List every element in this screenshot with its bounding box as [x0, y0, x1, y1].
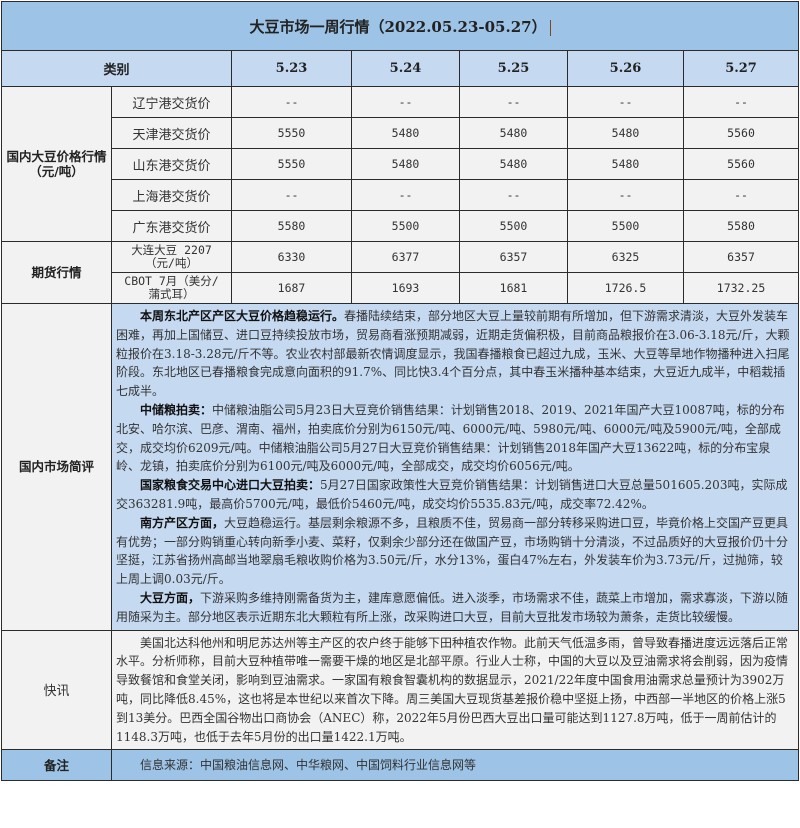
paragraph-body: 下游采购多维持刚需备货为主，建库意愿偏低。进入淡季，市场需求不佳，蔬菜上市增加，…: [116, 590, 789, 624]
price-cell: 1681: [459, 272, 568, 304]
news-label: 快讯: [1, 629, 112, 751]
domestic-group-label: 国内大豆价格行情（元/吨）: [1, 86, 112, 242]
price-cell: 5550: [231, 117, 352, 149]
price-cell: 5580: [231, 210, 352, 242]
row-name: CBOT 7月（美分/蒲式耳）: [111, 272, 232, 304]
price-cell: 5500: [567, 210, 684, 242]
commentary-paragraph: 本周东北产区产区大豆价格趋稳运行。春播陆续结束，部分地区大豆上量较前期有所增加，…: [116, 307, 794, 401]
paragraph-body: 5月27日国家政策性大豆竞价销售结果：计划销售进口大豆总量501605.203吨…: [116, 478, 788, 511]
commentary-paragraph: 国家粮食交易中心进口大豆拍卖：5月27日国家政策性大豆竞价销售结果：计划销售进口…: [116, 476, 794, 514]
price-cell: 5560: [682, 148, 800, 180]
price-cell: --: [351, 86, 460, 118]
commentary-text: 本周东北产区产区大豆价格趋稳运行。春播陆续结束，部分地区大豆上量较前期有所增加，…: [110, 303, 800, 631]
row-name: 天津港交货价: [111, 117, 232, 149]
price-cell: --: [567, 86, 684, 118]
price-cell: 6377: [351, 241, 460, 273]
price-cell: 5580: [682, 210, 800, 242]
commentary-paragraph: 大豆方面，下游采购多维持刚需备货为主，建库意愿偏低。进入淡季，市场需求不佳，蔬菜…: [116, 589, 794, 627]
price-cell: 5480: [567, 148, 684, 180]
note-text: 信息来源：中国粮油信息网、中华粮网、中国饲料行业信息网等: [110, 749, 800, 782]
paragraph-lead: 中储粮拍卖：: [140, 402, 213, 417]
price-cell: 5480: [351, 148, 460, 180]
news-paragraph: 美国北达科他州和明尼苏达州等主产区的农户终于能够下田种植农作物。此前天气低温多雨…: [116, 635, 789, 744]
price-cell: 5560: [682, 117, 800, 149]
price-cell: 5480: [459, 117, 568, 149]
commentary-paragraph: 南方产区方面，大豆趋稳运行。基层剩余粮源不多，且粮质不佳，贸易商一部分转移采购进…: [116, 514, 794, 589]
commentary-label: 国内市场简评: [1, 303, 112, 631]
header-date: 5.23: [231, 50, 352, 87]
price-cell: 1732.25: [682, 272, 800, 304]
price-cell: 1693: [351, 272, 460, 304]
header-date: 5.25: [459, 50, 568, 87]
price-cell: 5500: [351, 210, 460, 242]
price-cell: 5480: [351, 117, 460, 149]
price-row: 上海港交货价 -- -- -- -- --: [2, 179, 800, 211]
price-cell: 6325: [567, 241, 684, 273]
paragraph-lead: 大豆方面，: [140, 590, 201, 605]
paragraph-lead: 南方产区方面，: [140, 515, 225, 530]
header-date: 5.27: [682, 50, 800, 87]
price-cell: --: [682, 86, 800, 118]
text-cursor: [549, 19, 551, 36]
price-cell: 5480: [567, 117, 684, 149]
price-cell: 5550: [231, 148, 352, 180]
row-name: 广东港交货价: [111, 210, 232, 242]
header-date: 5.24: [351, 50, 460, 87]
price-cell: 1726.5: [567, 272, 684, 304]
soybean-weekly-table: 大豆市场一周行情（2022.05.23-05.27） 类别 5.23 5.24 …: [0, 1, 800, 782]
price-cell: 6330: [231, 241, 352, 273]
price-cell: --: [351, 179, 460, 211]
price-row: 期货行情 大连大豆 2207（元/吨） 6330 6377 6357 6325 6357: [1, 241, 800, 304]
price-cell: --: [567, 179, 684, 211]
paragraph-body: 春播陆续结束，部分地区大豆上量较前期有所增加，但下游需求清淡，大豆外发装车困难，…: [116, 309, 790, 399]
row-name: 辽宁港交货价: [111, 86, 232, 118]
news-row: 快讯 美国北达科他州和明尼苏达州等主产区的农户终于能够下田种植农作物。此前天气低…: [1, 629, 800, 751]
note-label: 备注: [1, 749, 112, 782]
note-row: 备注 信息来源：中国粮油信息网、中华粮网、中国饲料行业信息网等: [1, 749, 800, 782]
price-row: 天津港交货价 5550 5480 5480 5480 5560: [2, 117, 800, 149]
commentary-row: 国内市场简评 本周东北产区产区大豆价格趋稳运行。春播陆续结束，部分地区大豆上量较…: [1, 303, 800, 631]
price-cell: 6357: [682, 241, 800, 273]
price-cell: 5500: [459, 210, 568, 242]
price-cell: --: [231, 86, 352, 118]
page-title: 大豆市场一周行情（2022.05.23-05.27）: [249, 17, 547, 36]
price-row: 山东港交货价 5550 5480 5480 5480 5560: [2, 148, 800, 180]
header-row: 类别 5.23 5.24 5.25 5.26 5.27: [1, 50, 800, 87]
row-name: 山东港交货价: [111, 148, 232, 180]
note-paragraph: 信息来源：中国粮油信息网、中华粮网、中国饲料行业信息网等: [140, 757, 477, 772]
price-row: 国内大豆价格行情（元/吨） 辽宁港交货价 -- -- -- -- --: [1, 86, 800, 242]
paragraph-lead: 本周东北产区产区大豆价格趋稳运行。: [140, 309, 345, 323]
price-cell: --: [459, 86, 568, 118]
price-row: CBOT 7月（美分/蒲式耳） 1687 1693 1681 1726.5 1732.25: [2, 272, 800, 304]
header-category: 类别: [1, 50, 232, 87]
header-date: 5.26: [567, 50, 684, 87]
futures-group-label: 期货行情: [1, 241, 112, 304]
news-text: 美国北达科他州和明尼苏达州等主产区的农户终于能够下田种植农作物。此前天气低温多雨…: [110, 629, 800, 751]
paragraph-body: 中储粮油脂公司5月23日大豆竞价销售结果：计划销售2018、2019、2021年…: [116, 402, 785, 474]
price-cell: --: [682, 179, 800, 211]
price-cell: 5480: [459, 148, 568, 180]
paragraph-lead: 国家粮食交易中心进口大豆拍卖：: [140, 478, 321, 493]
price-cell: 6357: [459, 241, 568, 273]
price-row: 广东港交货价 5580 5500 5500 5500 5580: [2, 210, 800, 242]
table-title-cell: 大豆市场一周行情（2022.05.23-05.27）: [0, 1, 800, 51]
commentary-paragraph: 中储粮拍卖：中储粮油脂公司5月23日大豆竞价销售结果：计划销售2018、2019…: [116, 401, 794, 476]
paragraph-body: 大豆趋稳运行。基层剩余粮源不多，且粮质不佳，贸易商一部分转移采购进口豆，毕竟价格…: [116, 515, 789, 587]
row-name: 上海港交货价: [111, 179, 232, 211]
price-cell: --: [231, 179, 352, 211]
price-cell: 1687: [231, 272, 352, 304]
price-cell: --: [459, 179, 568, 211]
row-name: 大连大豆 2207（元/吨）: [111, 241, 232, 273]
